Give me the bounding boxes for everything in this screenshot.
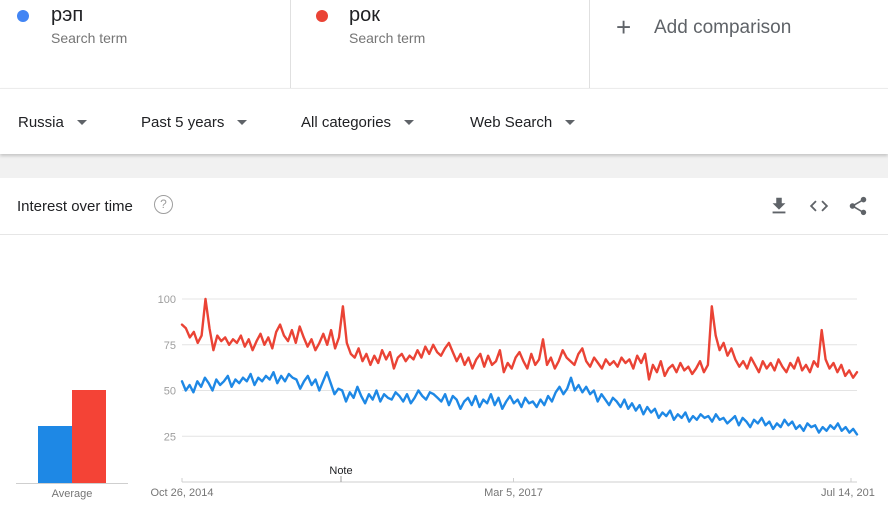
average-bar-rock[interactable] xyxy=(72,389,106,483)
term-name[interactable]: рок xyxy=(349,4,380,26)
interest-line-chart[interactable]: 25 50 75 100 Oct 26, 2014 Mar 5, 2017 Jul 14, … xyxy=(140,282,876,507)
term-color-dot xyxy=(17,10,29,22)
series-line-1[interactable] xyxy=(180,370,859,436)
average-baseline xyxy=(16,483,128,484)
chevron-down-icon xyxy=(404,119,415,125)
interest-over-time-card: Interest over time ? xyxy=(0,178,888,510)
time-period-value: Past 5 years xyxy=(141,113,225,131)
add-comparison-label[interactable]: Add comparison xyxy=(654,17,792,38)
time-period-dropdown[interactable]: Past 5 years xyxy=(141,89,248,155)
category-value: All categories xyxy=(301,113,392,131)
term-subtitle: Search term xyxy=(349,30,426,46)
search-type-dropdown[interactable]: Web Search xyxy=(470,89,576,155)
category-dropdown[interactable]: All categories xyxy=(301,89,415,155)
add-comparison-button[interactable] xyxy=(590,0,888,88)
help-icon[interactable]: ? xyxy=(154,195,173,214)
search-term-1[interactable]: рэп Search term xyxy=(0,0,291,88)
term-subtitle: Search term xyxy=(51,30,128,46)
share-icon[interactable] xyxy=(847,195,869,217)
compare-bar: рэп Search term рок Search term xyxy=(0,0,888,88)
plus-icon[interactable]: + xyxy=(616,12,632,42)
x-tick-label: Mar 5, 2017 xyxy=(484,487,543,499)
average-chart: Average xyxy=(16,236,128,506)
card-header: Interest over time ? xyxy=(0,178,888,235)
y-tick-label: 50 xyxy=(164,386,176,398)
chevron-down-icon xyxy=(76,119,87,125)
term-name[interactable]: рэп xyxy=(51,4,84,26)
average-label: Average xyxy=(51,488,93,500)
download-icon[interactable] xyxy=(768,195,790,217)
card-title: Interest over time xyxy=(17,198,133,215)
x-tick-label: Oct 26, 2014 xyxy=(151,487,214,499)
chevron-down-icon xyxy=(565,119,576,125)
search-type-value: Web Search xyxy=(470,113,553,131)
chevron-down-icon xyxy=(237,119,248,125)
term-color-dot xyxy=(316,10,328,22)
search-term-2[interactable]: рок Search term xyxy=(291,0,590,88)
note-label[interactable]: Note xyxy=(329,465,352,477)
average-bar-rap[interactable] xyxy=(38,426,72,483)
region-value: Russia xyxy=(18,113,64,131)
x-tick-label: Jul 14, 2019 xyxy=(821,487,875,499)
embed-icon[interactable] xyxy=(808,195,830,217)
region-dropdown[interactable]: Russia xyxy=(18,89,87,155)
series-line-2[interactable] xyxy=(180,297,859,381)
y-tick-label: 75 xyxy=(164,340,176,352)
filter-bar: Russia Past 5 years All categories Web S… xyxy=(0,88,888,154)
y-tick-label: 100 xyxy=(158,294,176,306)
y-tick-label: 25 xyxy=(164,431,176,443)
